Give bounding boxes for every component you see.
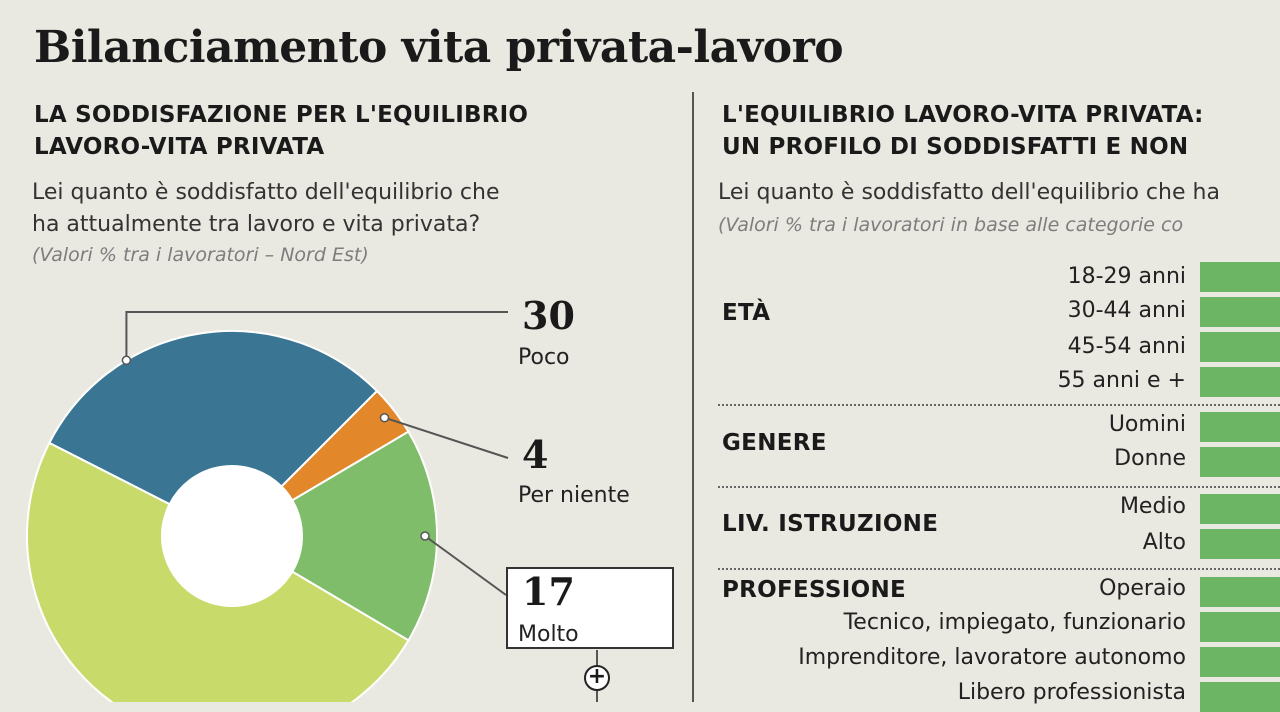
row-bar <box>1200 262 1280 292</box>
row-label: 18-29 anni <box>1067 264 1186 289</box>
slice-label-poco: Poco <box>518 345 570 370</box>
row-bar <box>1200 494 1280 524</box>
group-separator <box>718 568 1280 570</box>
column-divider <box>692 92 694 702</box>
row-bar <box>1200 647 1280 677</box>
category-istruzione: LIV. ISTRUZIONE <box>722 511 939 537</box>
slice-label-per-niente: Per niente <box>518 483 630 508</box>
right-question: Lei quanto è soddisfatto dell'equilibrio… <box>718 180 1220 205</box>
leader-line-per-niente <box>384 416 509 459</box>
donut-chart <box>26 311 598 702</box>
slice-value-molto: 17 <box>522 569 575 614</box>
slice-value-per-niente: 4 <box>522 432 549 477</box>
category-genere: GENERE <box>722 430 827 456</box>
row-bar <box>1200 367 1280 397</box>
row-label: Operaio <box>1099 576 1186 601</box>
leader-line-poco <box>125 311 508 361</box>
row-label: Medio <box>1119 494 1186 519</box>
left-heading-line-1: LA SODDISFAZIONE PER L'EQUILIBRIO <box>34 102 529 128</box>
page-title: Bilanciamento vita privata-lavoro <box>34 22 844 73</box>
donut-hole <box>162 466 302 606</box>
row-bar <box>1200 529 1280 559</box>
group-separator <box>718 486 1280 488</box>
left-question-line-1: Lei quanto è soddisfatto dell'equilibrio… <box>32 180 500 205</box>
donut-slice-molto <box>290 430 438 642</box>
leader-dot-molto <box>420 531 430 541</box>
slice-label-molto: Molto <box>518 622 579 647</box>
row-label: Alto <box>1142 530 1186 555</box>
row-bar <box>1200 332 1280 362</box>
category-eta: ETÀ <box>722 300 771 326</box>
row-bar <box>1200 412 1280 442</box>
row-label: Donne <box>1114 446 1186 471</box>
row-bar <box>1200 612 1280 642</box>
leader-line-molto <box>424 535 507 596</box>
left-note: (Valori % tra i lavoratori – Nord Est) <box>32 244 369 266</box>
right-heading-line-1: L'EQUILIBRIO LAVORO-VITA PRIVATA: <box>722 102 1204 128</box>
row-bar <box>1200 297 1280 327</box>
right-note: (Valori % tra i lavoratori in base alle … <box>718 214 1184 236</box>
row-label: 30-44 anni <box>1067 298 1186 323</box>
right-heading-line-2: UN PROFILO DI SODDISFATTI E NON <box>722 134 1189 160</box>
row-label: 45-54 anni <box>1067 334 1186 359</box>
row-label: Tecnico, impiegato, funzionario <box>843 610 1186 635</box>
expand-plus-icon[interactable]: + <box>584 665 610 691</box>
row-bar <box>1200 682 1280 712</box>
row-label: Imprenditore, lavoratore autonomo <box>798 645 1186 670</box>
molto-label-box <box>506 567 674 649</box>
row-bar <box>1200 447 1280 477</box>
leader-dot-poco <box>121 355 132 366</box>
category-professione: PROFESSIONE <box>722 577 907 603</box>
row-label: 55 anni e + <box>1057 368 1186 393</box>
row-bar <box>1200 577 1280 607</box>
group-separator <box>718 404 1280 406</box>
row-label: Libero professionista <box>957 680 1186 705</box>
row-label: Uomini <box>1108 412 1186 437</box>
left-question-line-2: ha attualmente tra lavoro e vita privata… <box>32 212 481 237</box>
leader-dot-per-niente <box>379 412 390 423</box>
slice-value-poco: 30 <box>522 293 575 338</box>
left-heading-line-2: LAVORO-VITA PRIVATA <box>34 134 325 160</box>
